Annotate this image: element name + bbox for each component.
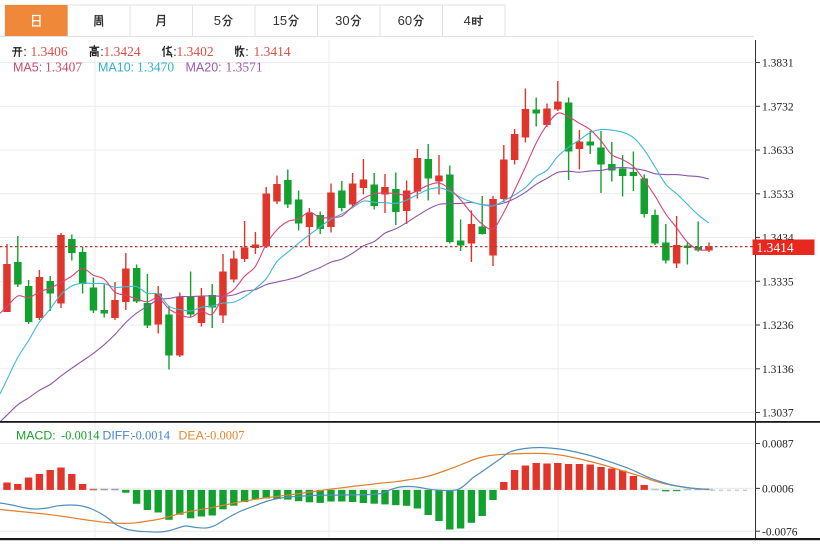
svg-text:1.3571: 1.3571 xyxy=(226,60,263,75)
svg-text:0.0087: 0.0087 xyxy=(762,439,794,451)
svg-text:-0.0014: -0.0014 xyxy=(132,429,171,443)
svg-text:4: 4 xyxy=(464,13,471,28)
svg-text:5: 5 xyxy=(214,13,221,28)
svg-text:1.3831: 1.3831 xyxy=(762,58,794,70)
svg-text:1.3335: 1.3335 xyxy=(762,277,794,289)
svg-text::: : xyxy=(245,45,248,59)
svg-text:1.3470: 1.3470 xyxy=(137,60,174,75)
svg-text:1.3236: 1.3236 xyxy=(762,320,794,332)
svg-text:MA10:: MA10: xyxy=(98,61,134,75)
svg-text:MA20:: MA20: xyxy=(186,61,222,75)
svg-text:1.3424: 1.3424 xyxy=(104,44,141,59)
svg-text:MACD:: MACD: xyxy=(16,429,56,443)
svg-text::: : xyxy=(173,45,176,59)
svg-text:MA5:: MA5: xyxy=(13,61,42,75)
svg-text:DIFF:: DIFF: xyxy=(103,429,134,443)
svg-text:1.3136: 1.3136 xyxy=(762,364,794,376)
svg-text:1.3633: 1.3633 xyxy=(762,145,794,157)
svg-text:1.3407: 1.3407 xyxy=(45,60,82,75)
svg-text:0.0006: 0.0006 xyxy=(762,484,794,496)
svg-text:-0.0076: -0.0076 xyxy=(762,526,798,538)
svg-text:30: 30 xyxy=(335,13,349,28)
svg-text:1.3037: 1.3037 xyxy=(762,408,794,420)
svg-text:1.3406: 1.3406 xyxy=(31,44,68,59)
svg-text:-0.0014: -0.0014 xyxy=(61,429,100,443)
svg-text::: : xyxy=(23,45,26,59)
svg-text:60: 60 xyxy=(398,13,412,28)
svg-text:1.3732: 1.3732 xyxy=(762,102,794,114)
svg-text:1.3533: 1.3533 xyxy=(762,189,794,201)
svg-text:1.3414: 1.3414 xyxy=(254,44,291,59)
svg-text:1.3414: 1.3414 xyxy=(757,240,794,255)
svg-text:1.3402: 1.3402 xyxy=(177,44,214,59)
svg-text:DEA:: DEA: xyxy=(179,429,208,443)
svg-text:-0.0007: -0.0007 xyxy=(206,429,245,443)
svg-text:15: 15 xyxy=(273,13,287,28)
svg-text::: : xyxy=(100,45,103,59)
